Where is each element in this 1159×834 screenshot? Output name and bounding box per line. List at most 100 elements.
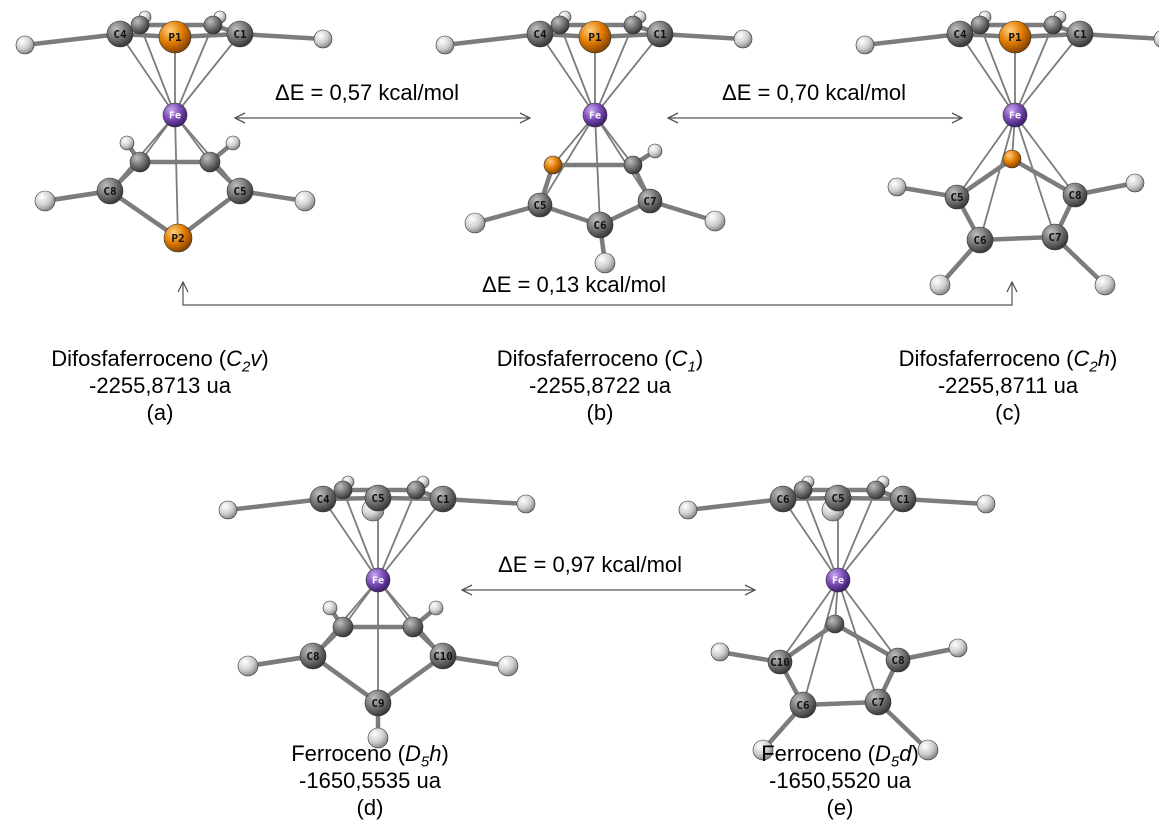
carbon-atom (406, 480, 426, 500)
bond (139, 24, 176, 116)
bond (1014, 114, 1056, 238)
carbon-atom (429, 485, 457, 513)
bond (174, 24, 214, 116)
bond (225, 496, 326, 513)
carbon-atom (866, 480, 886, 500)
bond (782, 498, 839, 581)
hydrogen-atom (704, 210, 726, 232)
hydrogen-atom (752, 739, 774, 761)
bond (657, 31, 746, 42)
carbon-atom (203, 15, 223, 35)
bond (174, 33, 241, 116)
bonds (225, 479, 529, 741)
delta-e-a-b: ΔE = 0,57 kcal/mol (275, 80, 460, 105)
bond (802, 489, 839, 581)
bond (310, 653, 381, 706)
iron-atom (1002, 102, 1028, 128)
phosphorus-atom (158, 20, 192, 54)
carbon-atom (646, 20, 674, 48)
bond (174, 114, 179, 239)
carbon-atom (586, 211, 614, 239)
bond (979, 24, 1016, 116)
carbon-atom (1066, 20, 1094, 48)
bond (559, 24, 596, 116)
carbon-atom (364, 484, 392, 512)
hydrogen-atom (1094, 274, 1116, 296)
carbon-atom (1041, 223, 1069, 251)
bond (959, 33, 1016, 116)
molecule-energy: -1650,5535 ua (299, 768, 441, 793)
bond (1014, 33, 1081, 116)
bond (837, 498, 904, 581)
molecule-label: (c) (995, 400, 1021, 425)
bond (22, 31, 123, 48)
iron-atom (825, 567, 851, 593)
hydrogen-atom (237, 655, 259, 677)
hydrogen-atom (1153, 30, 1159, 48)
carbon-atom (1043, 15, 1063, 35)
bond (779, 579, 839, 663)
molecule-name: Ferroceno (D5h) (291, 741, 449, 771)
carbon-atom (889, 485, 917, 513)
hydrogen-atom (34, 190, 56, 212)
caption-c: Difosfaferroceno (C2h) -2255,8711 ua (c) (858, 345, 1158, 426)
hydrogen-atom (428, 600, 444, 616)
carbon-atom (364, 689, 392, 717)
carbon-atom (526, 20, 554, 48)
molecule-label: (d) (356, 795, 384, 820)
carbon-atom (402, 616, 424, 638)
delta-e-a-c: ΔE = 0,13 kcal/mol (482, 272, 667, 297)
molecule-energy: -2255,8711 ua (937, 373, 1079, 398)
phosphorus-atom (998, 20, 1032, 54)
carbon-atom (96, 177, 124, 205)
delta-e-d-e: ΔE = 0,97 kcal/mol (498, 552, 683, 577)
bond (1077, 31, 1159, 42)
hydrogen-atom (887, 177, 907, 197)
molecule-energy: -2255,8713 ua (89, 373, 231, 398)
bond (837, 489, 877, 581)
bond (377, 498, 444, 581)
bond (539, 33, 596, 116)
carbon-atom (966, 226, 994, 254)
hydrogen-atom (516, 494, 536, 514)
iron-atom (365, 567, 391, 593)
hydrogen-atom (15, 35, 35, 55)
bond (956, 114, 1016, 198)
carbon-atom (429, 642, 457, 670)
hydrogen-atom (678, 500, 698, 520)
carbon-atom (767, 649, 793, 675)
carbon-atom (299, 642, 327, 670)
molecule-label: (b) (586, 400, 614, 425)
carbon-atom (106, 20, 134, 48)
carbon-atom (1062, 182, 1088, 208)
phosphorus-atom (543, 155, 563, 175)
carbon-atom (944, 184, 970, 210)
iron-atom (582, 102, 608, 128)
molecule-name: Difosfaferroceno (C2h) (898, 346, 1118, 376)
bond (594, 114, 601, 226)
carbon-atom (309, 485, 337, 513)
bond (862, 31, 963, 48)
carbon-atom (769, 485, 797, 513)
hydrogen-atom (225, 135, 241, 151)
bond (1014, 24, 1054, 116)
carbon-atom (793, 480, 813, 500)
delta-e-b-c: ΔE = 0,70 kcal/mol (722, 80, 907, 105)
carbon-atom (885, 647, 911, 673)
bond (837, 579, 899, 661)
carbon-atom (825, 614, 845, 634)
hydrogen-atom (929, 274, 951, 296)
hydrogen-atom (855, 35, 875, 55)
bond (322, 498, 379, 581)
phosphorus-atom (578, 20, 612, 54)
carbon-atom (550, 15, 570, 35)
